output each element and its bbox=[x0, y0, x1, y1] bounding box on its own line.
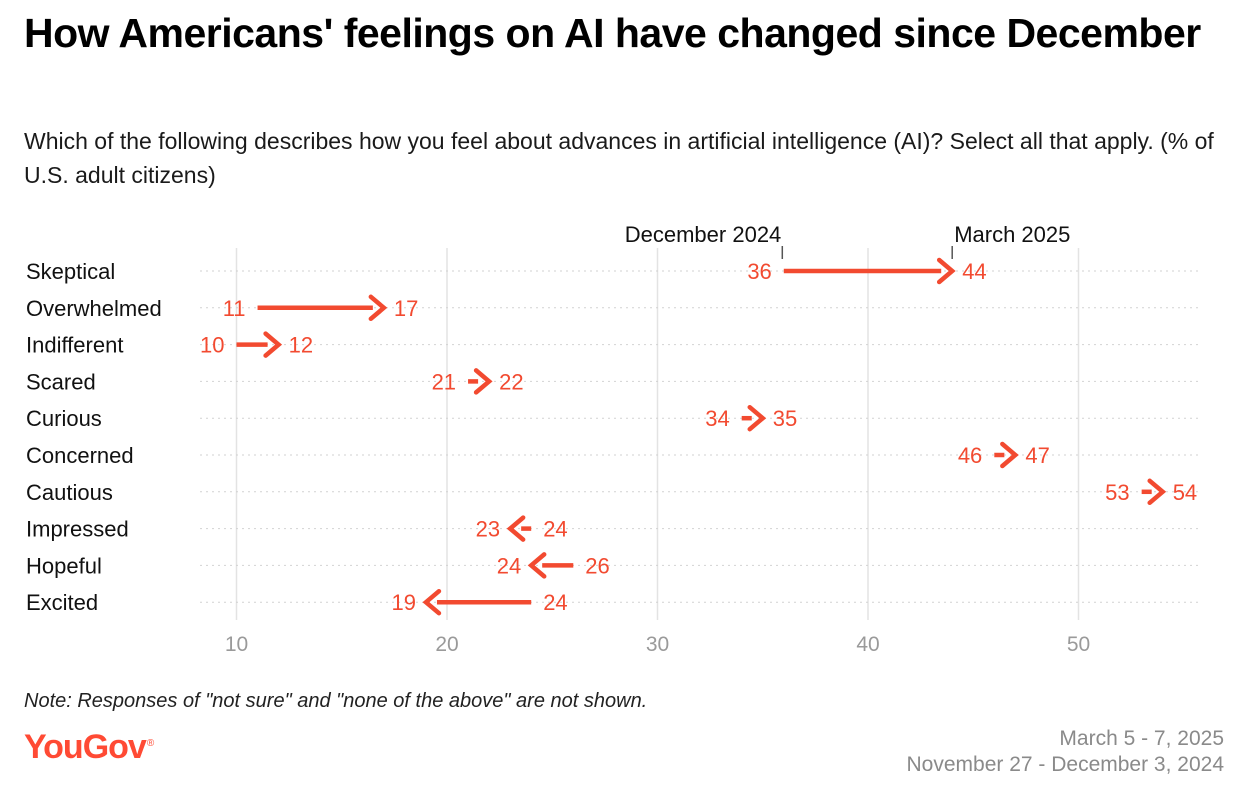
footnote: Note: Responses of "not sure" and "none … bbox=[24, 690, 648, 712]
value-label-march: 24 bbox=[497, 553, 521, 578]
value-label-december: 10 bbox=[200, 333, 224, 358]
x-tick-label: 20 bbox=[435, 633, 458, 656]
arrow-head bbox=[936, 257, 956, 285]
value-label-march: 12 bbox=[289, 333, 313, 358]
arrow-head bbox=[747, 404, 767, 432]
category-label: Skeptical bbox=[26, 259, 115, 284]
annotation-label: March 2025 bbox=[954, 222, 1070, 247]
category-label: Concerned bbox=[26, 443, 134, 468]
x-tick-label: 40 bbox=[856, 633, 879, 656]
series-annotations: December 2024 March 2025 bbox=[625, 222, 1070, 259]
value-label-december: 34 bbox=[705, 406, 729, 431]
value-label-march: 44 bbox=[962, 259, 986, 284]
arrow-head bbox=[527, 552, 547, 579]
value-label-december: 46 bbox=[958, 443, 982, 468]
chart-title: How Americans' feelings on AI have chang… bbox=[24, 10, 1201, 56]
x-tick-label: 30 bbox=[646, 633, 669, 656]
value-label-march: 17 bbox=[394, 296, 418, 321]
value-label-march: 19 bbox=[391, 590, 415, 615]
category-label: Indifferent bbox=[26, 333, 123, 358]
annotation-label: December 2024 bbox=[625, 222, 782, 247]
value-label-march: 35 bbox=[773, 406, 797, 431]
arrow-head bbox=[368, 294, 388, 322]
registered-mark: ® bbox=[146, 737, 154, 749]
category-label: Curious bbox=[26, 406, 102, 431]
value-label-december: 11 bbox=[223, 296, 246, 321]
arrows: 36 44 11 17 10 12 21 22 34 35 46 47 53 54 24 23 26 24 24 19 bbox=[200, 257, 1197, 616]
survey-dates: March 5 - 7, 2025 November 27 - December… bbox=[907, 726, 1225, 778]
arrow-head bbox=[422, 588, 442, 616]
value-label-december: 26 bbox=[585, 553, 609, 578]
x-tick-label: 50 bbox=[1067, 633, 1090, 656]
arrow-head bbox=[263, 331, 283, 358]
logo-text: YouGov bbox=[24, 728, 147, 766]
category-labels: Skeptical Overwhelmed Indifferent Scared Cur… bbox=[26, 259, 162, 615]
value-label-december: 53 bbox=[1105, 480, 1129, 505]
category-label: Cautious bbox=[26, 480, 113, 505]
gridlines bbox=[235, 248, 1080, 620]
chart-subtitle: Which of the following describes how you… bbox=[24, 128, 1214, 188]
x-axis-ticks: 10 20 30 40 50 bbox=[225, 633, 1090, 656]
yougov-logo: YouGov® bbox=[24, 728, 154, 767]
arrow-head bbox=[506, 515, 526, 542]
arrow-head bbox=[473, 368, 493, 395]
value-label-december: 21 bbox=[432, 369, 456, 394]
category-label: Hopeful bbox=[26, 553, 102, 578]
x-tick-label: 10 bbox=[225, 633, 248, 656]
arrow-head bbox=[1000, 441, 1019, 469]
date-current: March 5 - 7, 2025 bbox=[1059, 727, 1224, 750]
value-label-march: 54 bbox=[1173, 480, 1197, 505]
value-label-march: 22 bbox=[499, 369, 523, 394]
arrow-chart: 10 20 30 40 50 Skeptical Overwhelmed Indiffere… bbox=[26, 222, 1200, 656]
category-label: Scared bbox=[26, 369, 96, 394]
arrow-head bbox=[1147, 478, 1167, 506]
category-label: Overwhelmed bbox=[26, 296, 162, 321]
category-label: Excited bbox=[26, 590, 98, 615]
value-label-december: 24 bbox=[543, 517, 567, 542]
category-label: Impressed bbox=[26, 517, 129, 542]
value-label-march: 47 bbox=[1025, 443, 1049, 468]
row-guidelines bbox=[200, 270, 1200, 603]
value-label-march: 23 bbox=[476, 517, 500, 542]
date-previous: November 27 - December 3, 2024 bbox=[906, 753, 1225, 776]
value-label-december: 36 bbox=[747, 259, 771, 284]
value-label-december: 24 bbox=[543, 590, 567, 615]
